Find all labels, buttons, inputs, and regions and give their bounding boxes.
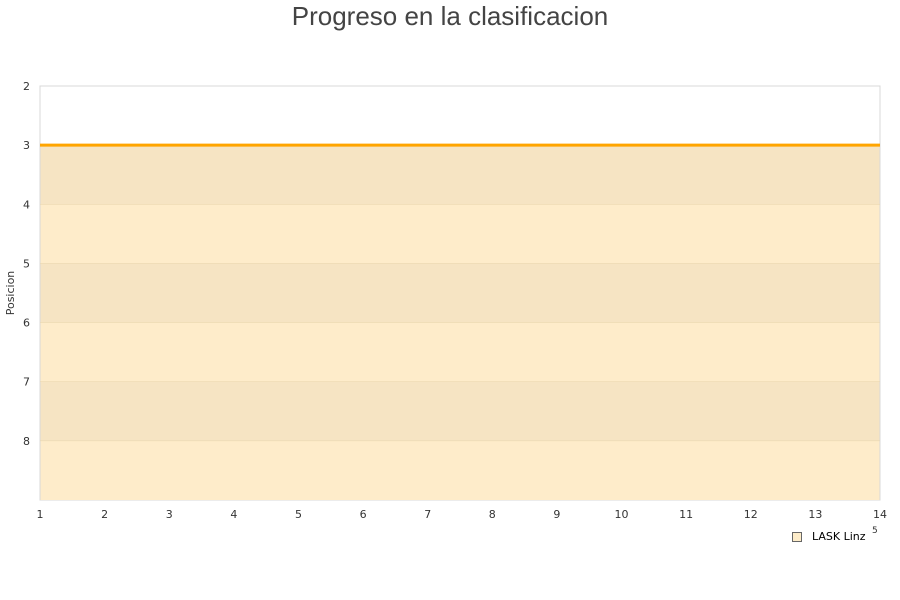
legend-label: LASK Linz	[812, 530, 866, 543]
band	[40, 440, 880, 500]
x-tick-label: 7	[424, 508, 431, 521]
x-tick-label: 14	[873, 508, 887, 521]
x-tick-label: 4	[230, 508, 237, 521]
y-tick-label: 5	[23, 257, 30, 270]
x-tick-label: 11	[679, 508, 693, 521]
y-tick-label: 6	[23, 317, 30, 330]
band	[40, 263, 880, 323]
x-tick-label: 9	[553, 508, 560, 521]
x-tick-label: 6	[360, 508, 367, 521]
band	[40, 381, 880, 441]
y-axis-label: Posicion	[4, 271, 17, 316]
legend-swatch	[792, 531, 802, 542]
y-tick-label: 8	[23, 435, 30, 448]
x-tick-label: 12	[744, 508, 758, 521]
band	[40, 145, 880, 205]
band	[40, 322, 880, 382]
x-tick-label: 1	[37, 508, 44, 521]
y-tick-label: 4	[23, 198, 30, 211]
y-tick-label: 3	[23, 139, 30, 152]
x-tick-label: 8	[489, 508, 496, 521]
x-tick-label: 13	[808, 508, 822, 521]
band	[40, 204, 880, 264]
legend: LASK Linz	[792, 530, 866, 543]
y-tick-label: 2	[23, 80, 30, 93]
y-tick-label: 7	[23, 376, 30, 389]
stray-label: 5	[872, 526, 878, 536]
x-tick-label: 2	[101, 508, 108, 521]
x-tick-label: 5	[295, 508, 302, 521]
x-tick-label: 3	[166, 508, 173, 521]
chart-title: Progreso en la clasificacion	[291, 1, 609, 31]
x-tick-label: 10	[615, 508, 629, 521]
